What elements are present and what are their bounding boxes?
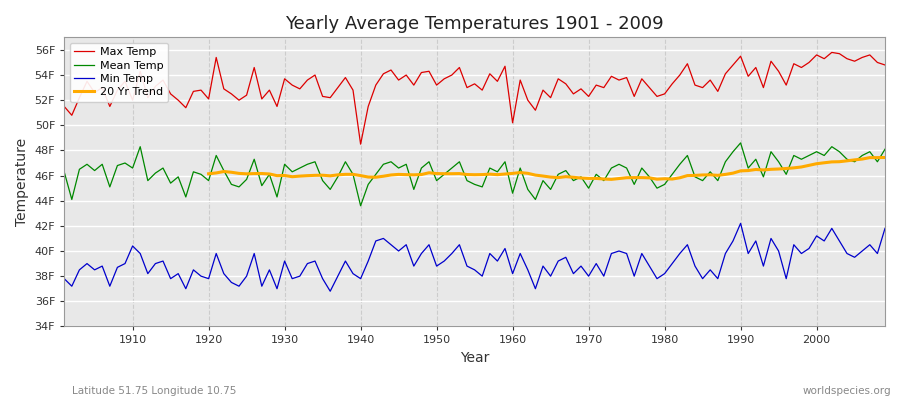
- Max Temp: [120, 79, 130, 84]
- Min Temp: [735, 221, 746, 226]
- 20 Yr Trend: [857, 157, 868, 162]
- X-axis label: Year: Year: [460, 351, 490, 365]
- Max Temp: [508, 120, 518, 125]
- Mean Temp: [287, 170, 298, 174]
- 20 Yr Trend: [294, 174, 305, 178]
- Max Temp: [58, 104, 69, 109]
- 20 Yr Trend: [606, 177, 616, 182]
- Min Temp: [606, 251, 616, 256]
- Mean Temp: [120, 161, 130, 166]
- Line: 20 Yr Trend: 20 Yr Trend: [209, 158, 885, 179]
- 20 Yr Trend: [203, 171, 214, 176]
- Min Temp: [515, 251, 526, 256]
- Mean Temp: [735, 140, 746, 145]
- Min Temp: [879, 226, 890, 231]
- Min Temp: [340, 259, 351, 264]
- Y-axis label: Temperature: Temperature: [15, 138, 29, 226]
- Mean Temp: [606, 166, 616, 170]
- Line: Min Temp: Min Temp: [64, 223, 885, 291]
- Max Temp: [515, 78, 526, 82]
- Min Temp: [120, 261, 130, 266]
- Max Temp: [356, 142, 366, 146]
- Min Temp: [508, 271, 518, 276]
- Mean Temp: [356, 203, 366, 208]
- Legend: Max Temp, Mean Temp, Min Temp, 20 Yr Trend: Max Temp, Mean Temp, Min Temp, 20 Yr Tre…: [70, 43, 167, 102]
- Max Temp: [287, 83, 298, 88]
- Max Temp: [606, 74, 616, 79]
- Mean Temp: [515, 166, 526, 170]
- 20 Yr Trend: [682, 173, 693, 178]
- Max Temp: [826, 50, 837, 55]
- Mean Temp: [332, 174, 343, 179]
- Min Temp: [287, 276, 298, 281]
- Text: worldspecies.org: worldspecies.org: [803, 386, 891, 396]
- Text: Latitude 51.75 Longitude 10.75: Latitude 51.75 Longitude 10.75: [72, 386, 237, 396]
- Max Temp: [332, 85, 343, 90]
- 20 Yr Trend: [879, 155, 890, 160]
- Min Temp: [58, 276, 69, 281]
- 20 Yr Trend: [788, 166, 799, 170]
- Title: Yearly Average Temperatures 1901 - 2009: Yearly Average Temperatures 1901 - 2009: [285, 15, 664, 33]
- 20 Yr Trend: [773, 166, 784, 171]
- 20 Yr Trend: [409, 172, 419, 177]
- Max Temp: [879, 62, 890, 67]
- Line: Mean Temp: Mean Temp: [64, 143, 885, 206]
- Mean Temp: [58, 170, 69, 174]
- Line: Max Temp: Max Temp: [64, 52, 885, 144]
- Mean Temp: [508, 191, 518, 196]
- Min Temp: [325, 289, 336, 294]
- Mean Temp: [879, 147, 890, 152]
